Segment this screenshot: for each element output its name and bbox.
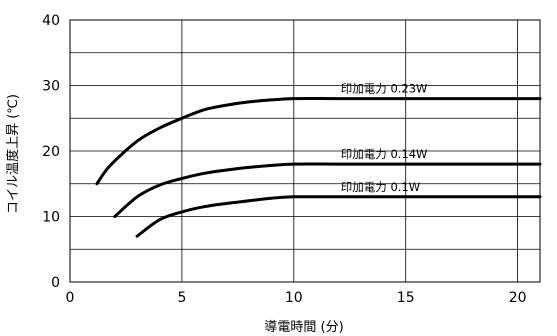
- y-tick-label: 10: [42, 210, 60, 226]
- x-tick-label: 15: [397, 290, 415, 306]
- y-axis-label: コイル温度上昇 (℃): [5, 94, 21, 214]
- x-tick-label: 5: [177, 290, 186, 306]
- y-tick-label: 40: [42, 13, 60, 29]
- grid-lines: [69, 19, 541, 283]
- x-tick-label: 10: [285, 290, 303, 306]
- x-tick-label: 20: [509, 290, 527, 306]
- series-line: [95, 97, 542, 186]
- series-label: 印加電力 0.23W: [341, 82, 428, 96]
- series-label: 印加電力 0.1W: [341, 180, 420, 194]
- series-line: [113, 162, 542, 218]
- y-tick-label: 20: [42, 144, 60, 160]
- series-label: 印加電力 0.14W: [341, 147, 428, 161]
- series-lines: [95, 97, 542, 238]
- series-line: [135, 195, 542, 238]
- series-labels: 印加電力 0.23W 印加電力 0.14W 印加電力 0.1W: [341, 82, 428, 194]
- x-axis-label: 導電時間 (分): [264, 320, 343, 335]
- tick-labels: 0 10 20 30 40 0 5 10 15 20: [42, 13, 526, 306]
- x-tick-label: 0: [66, 290, 75, 306]
- plot-frame: [69, 19, 541, 283]
- y-tick-label: 0: [51, 275, 60, 291]
- y-tick-label: 30: [42, 79, 60, 95]
